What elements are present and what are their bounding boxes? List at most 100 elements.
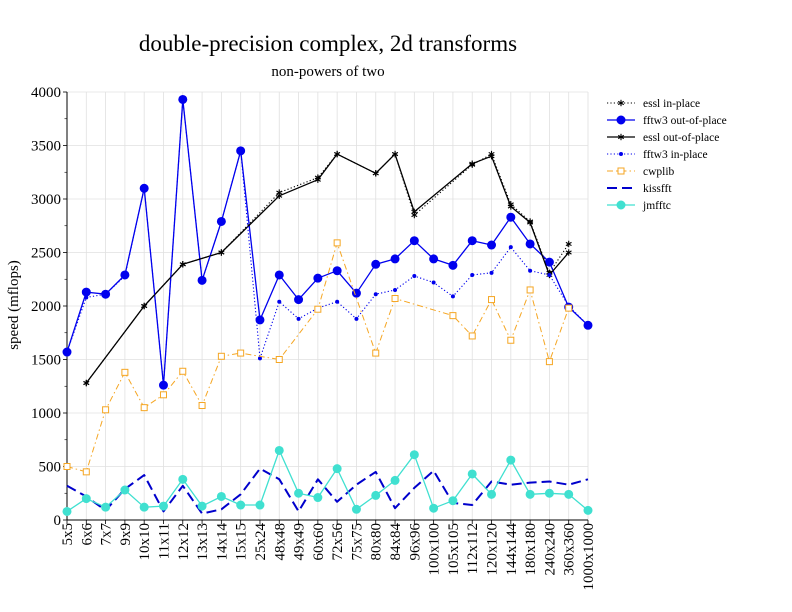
chart-title: double-precision complex, 2d transforms bbox=[139, 31, 517, 56]
legend-item: essl in-place bbox=[607, 98, 700, 110]
series-marker bbox=[314, 305, 322, 313]
series-marker bbox=[65, 350, 69, 355]
asterisk-stroke bbox=[527, 220, 534, 225]
series-group bbox=[62, 94, 593, 516]
series-marker bbox=[217, 352, 225, 360]
series-marker bbox=[429, 254, 439, 264]
series-line bbox=[66, 449, 589, 512]
series-marker bbox=[506, 455, 516, 465]
series-marker bbox=[488, 296, 496, 304]
series-marker bbox=[371, 490, 381, 500]
series-marker bbox=[617, 133, 625, 141]
asterisk-stroke bbox=[372, 171, 379, 176]
x-tick-label: 6x6 bbox=[79, 523, 95, 546]
series-marker bbox=[448, 496, 458, 506]
x-tick-label: 9x9 bbox=[118, 523, 134, 546]
series-marker bbox=[586, 323, 590, 328]
series-marker bbox=[63, 463, 71, 470]
series-marker bbox=[180, 97, 185, 102]
series-marker bbox=[373, 292, 378, 297]
series-marker bbox=[468, 332, 476, 340]
series-marker bbox=[507, 203, 514, 210]
series-marker bbox=[528, 268, 533, 273]
series-marker bbox=[332, 464, 342, 474]
series-marker bbox=[122, 274, 127, 279]
x-tick-label: 120x120 bbox=[485, 523, 501, 576]
series-marker bbox=[101, 502, 111, 512]
y-tick-label: 3500 bbox=[31, 139, 61, 155]
series-marker bbox=[450, 294, 455, 299]
x-tick-label: 25x24 bbox=[253, 523, 269, 561]
x-tick-label: 72x56 bbox=[330, 523, 346, 561]
x-tick-label: 180x180 bbox=[523, 523, 539, 576]
series-marker bbox=[411, 208, 418, 216]
series-marker bbox=[449, 312, 457, 320]
legend-label: fftw3 out-of-place bbox=[643, 115, 727, 127]
series-marker bbox=[487, 240, 497, 250]
asterisk-stroke bbox=[411, 209, 418, 214]
series-marker bbox=[564, 489, 574, 499]
series-marker bbox=[158, 501, 168, 511]
asterisk-stroke bbox=[334, 151, 341, 157]
x-tick-label: 112x112 bbox=[465, 523, 481, 574]
x-tick-label: 96x96 bbox=[407, 523, 423, 561]
legend-item: fftw3 out-of-place bbox=[607, 115, 727, 127]
asterisk-stroke bbox=[565, 250, 572, 255]
series-marker bbox=[179, 367, 187, 375]
x-tick-label: 144x144 bbox=[504, 523, 520, 576]
series-marker bbox=[412, 274, 417, 279]
y-tick-label: 4000 bbox=[31, 85, 61, 101]
x-tick-label: 100x100 bbox=[427, 523, 443, 576]
series-marker bbox=[237, 349, 245, 357]
chart-subtitle: non-powers of two bbox=[271, 64, 384, 80]
y-tick-label: 0 bbox=[54, 513, 62, 529]
series-marker bbox=[218, 249, 225, 256]
x-tick-label: 48x48 bbox=[272, 523, 288, 561]
y-tick-labels: 0 500 1000 1500 2000 2500 3000 3500 4000 bbox=[31, 85, 61, 529]
series-marker bbox=[276, 192, 283, 199]
series-essl-in-place bbox=[83, 150, 572, 387]
legend-label: fftw3 in-place bbox=[643, 149, 708, 161]
series-marker bbox=[296, 316, 301, 321]
series-line bbox=[66, 98, 589, 386]
series-marker bbox=[257, 356, 262, 361]
series-marker bbox=[277, 299, 282, 304]
series-marker bbox=[489, 270, 494, 275]
series-marker bbox=[82, 468, 90, 476]
asterisk-stroke bbox=[276, 190, 283, 195]
series-marker bbox=[431, 280, 436, 285]
legend-item: essl out-of-place bbox=[607, 132, 719, 144]
x-tick-label: 10x10 bbox=[137, 523, 153, 561]
legend: essl in-place fftw3 out-of-place essl out-… bbox=[607, 98, 727, 212]
x-tick-label: 49x49 bbox=[292, 523, 308, 561]
series-marker bbox=[544, 488, 554, 498]
asterisk-stroke bbox=[83, 380, 90, 386]
series-marker bbox=[372, 170, 379, 177]
series-marker bbox=[565, 240, 572, 248]
series-marker bbox=[197, 501, 207, 511]
legend-item: cwplib bbox=[607, 166, 675, 178]
series-marker bbox=[487, 489, 497, 499]
series-marker bbox=[294, 488, 304, 498]
y-tick-label: 2000 bbox=[31, 299, 61, 315]
series-fftw3-in-place bbox=[65, 97, 590, 388]
series-marker bbox=[314, 176, 321, 183]
x-tick-label: 240x240 bbox=[542, 523, 558, 576]
series-marker bbox=[62, 506, 72, 516]
series-marker bbox=[275, 356, 283, 363]
asterisk-stroke bbox=[617, 134, 625, 140]
x-tick-label: 11x11 bbox=[156, 523, 172, 559]
series-line bbox=[66, 467, 589, 515]
series-marker bbox=[547, 272, 552, 277]
series-marker bbox=[616, 115, 626, 125]
series-marker bbox=[141, 302, 148, 310]
y-tick-label: 500 bbox=[39, 460, 62, 476]
legend-label: essl in-place bbox=[643, 98, 700, 110]
series-marker bbox=[313, 493, 323, 503]
series-marker bbox=[120, 485, 130, 495]
y-tick-label: 2500 bbox=[31, 246, 61, 262]
series-marker bbox=[238, 148, 243, 153]
asterisk-stroke bbox=[276, 193, 283, 198]
asterisk-stroke bbox=[411, 212, 418, 218]
